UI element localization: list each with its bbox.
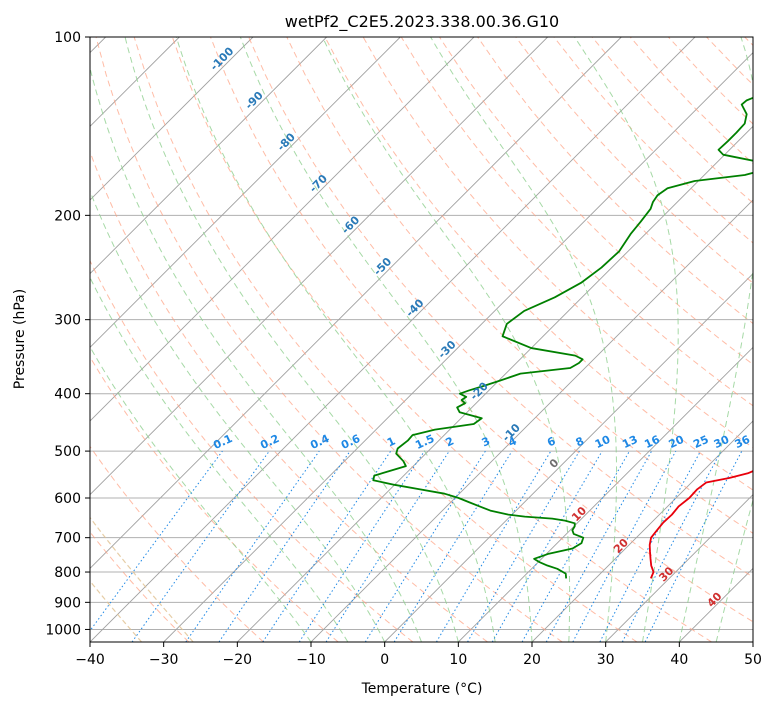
isotherm-line xyxy=(384,273,753,642)
mixing-ratio-label: 16 xyxy=(642,433,662,451)
mixing-ratio-line xyxy=(521,450,630,642)
moist-adiabat xyxy=(90,276,349,642)
x-tick-label: 40 xyxy=(670,652,688,668)
y-tick-label: 200 xyxy=(54,208,81,224)
isotherm-line xyxy=(90,37,401,348)
isotherm-line xyxy=(531,420,753,642)
mixing-ratio-label: 10 xyxy=(593,433,613,451)
moist-adiabat xyxy=(574,37,679,642)
mixing-ratio-line xyxy=(545,450,653,642)
isotherm-line xyxy=(458,346,753,642)
mixing-ratio-line xyxy=(90,450,223,632)
y-tick-label: 600 xyxy=(54,491,81,507)
x-axis-label: Temperature (°C) xyxy=(361,681,483,697)
mixing-ratio-line xyxy=(644,450,743,642)
isotherm-line xyxy=(90,37,696,642)
x-tick-label: 10 xyxy=(449,652,467,668)
dry-adiabat xyxy=(286,37,753,534)
moist-adiabat xyxy=(678,37,753,642)
mixing-ratio-line xyxy=(218,450,351,642)
plot-area xyxy=(90,37,753,642)
dry-adiabat xyxy=(90,445,264,642)
dry-adiabat xyxy=(248,37,753,578)
y-tick-label: 1000 xyxy=(45,622,81,638)
dry-adiabat xyxy=(133,37,638,642)
dry-adiabat xyxy=(171,37,712,642)
mixing-ratio-line xyxy=(262,450,392,642)
moist-adiabat xyxy=(90,345,312,642)
mixing-ratio-label: 30 xyxy=(712,433,732,451)
x-tick-label: 30 xyxy=(597,652,615,668)
dry-adiabat xyxy=(210,37,753,623)
isotherm-line xyxy=(237,125,753,642)
moist-adiabat xyxy=(124,37,459,642)
axes: −40 −30 −20 −10 0 10 20 30 40 50 1000 900 800 700 600 5… xyxy=(45,30,762,668)
moist-adiabat xyxy=(175,37,496,642)
chart-title: wetPf2_C2E5.2023.338.00.36.G10 xyxy=(285,12,559,32)
y-tick-label: 400 xyxy=(54,387,81,403)
x-tick-label: −20 xyxy=(223,652,253,668)
y-tick-label: 900 xyxy=(54,595,81,611)
dry-adiabat xyxy=(90,356,339,642)
mixing-ratio-line xyxy=(298,450,425,642)
dry-adiabat xyxy=(515,37,753,284)
plot-frame xyxy=(89,36,754,643)
isotherm-line xyxy=(605,494,753,642)
x-tick-label: −40 xyxy=(75,652,105,668)
x-tick-label: −10 xyxy=(296,652,326,668)
mixing-ratio-label: 36 xyxy=(733,433,753,451)
dry-adiabat xyxy=(324,37,753,491)
y-tick-label: 300 xyxy=(54,313,81,329)
isotherm-line xyxy=(90,37,548,496)
dry-adiabat xyxy=(95,37,563,642)
moist-adiabat xyxy=(715,498,753,642)
mixing-ratio-line xyxy=(131,450,270,642)
mixing-ratio-label: 13 xyxy=(620,433,639,451)
moist-adiabat xyxy=(239,37,533,642)
x-tick-label: 50 xyxy=(744,652,762,668)
mixing-ratio-line xyxy=(572,450,677,642)
x-tick-label: −30 xyxy=(149,652,179,668)
mixing-ratio-label: 20 xyxy=(667,433,687,451)
y-tick-label: 800 xyxy=(54,565,81,581)
mixing-ratio-line xyxy=(325,450,450,642)
mixing-ratio-line xyxy=(185,450,320,642)
dry-adiabat xyxy=(90,259,414,642)
y-tick-label: 700 xyxy=(54,531,81,547)
dewpoint-profile xyxy=(372,96,753,579)
moist-adiabat xyxy=(322,37,571,642)
moist-adiabat xyxy=(90,189,386,642)
y-tick-label: 500 xyxy=(54,444,81,460)
isotherm-line xyxy=(90,37,254,201)
mixing-ratio-label: 25 xyxy=(691,433,710,451)
y-axis-label: Pressure (hPa) xyxy=(12,289,28,389)
y-tick-label: 100 xyxy=(54,30,81,46)
x-tick-label: 20 xyxy=(523,652,541,668)
mixing-ratio-line xyxy=(393,450,513,642)
isotherm-line xyxy=(90,37,475,422)
moist-adiabat xyxy=(90,66,422,642)
temperature-profile xyxy=(648,470,753,579)
isotherm-line xyxy=(90,37,622,569)
isotherm-line xyxy=(90,37,327,275)
x-tick-label: 0 xyxy=(380,652,389,668)
isotherm-line xyxy=(163,52,753,642)
